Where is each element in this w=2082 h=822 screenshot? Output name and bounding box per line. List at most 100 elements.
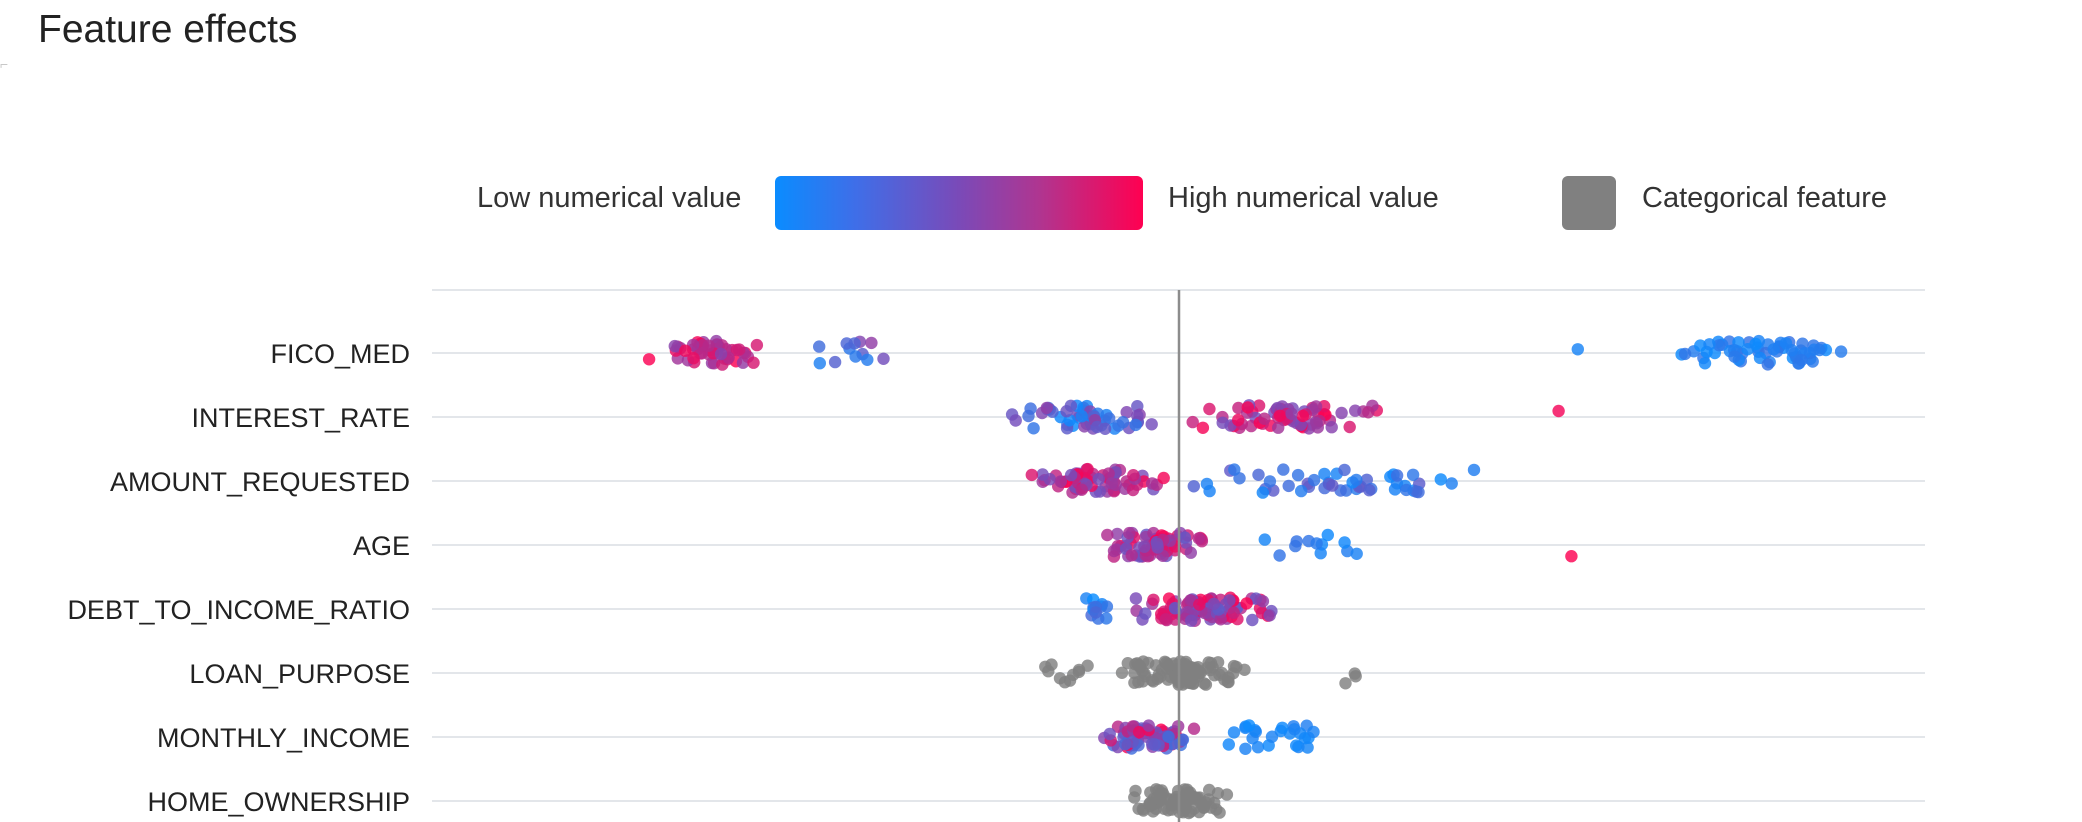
data-point: [1338, 463, 1351, 477]
data-point: [1310, 537, 1323, 550]
data-point: [1136, 802, 1150, 816]
data-point: [1211, 656, 1225, 669]
data-point: [877, 352, 890, 365]
data-point: [1239, 742, 1252, 755]
data-point: [1128, 791, 1141, 804]
data-point: [1400, 483, 1413, 497]
data-point: [1213, 806, 1226, 819]
data-point: [1214, 613, 1227, 626]
data-point: [1309, 400, 1323, 413]
feature-label-loan-purpose: LOAN_PURPOSE: [189, 659, 410, 689]
data-point: [668, 339, 681, 353]
data-point: [1445, 477, 1458, 490]
data-point: [1258, 412, 1271, 425]
data-point: [1290, 739, 1303, 752]
data-point: [1273, 549, 1286, 562]
data-point: [1152, 739, 1165, 752]
legend-high-label: High numerical value: [1168, 182, 1439, 214]
data-point: [1298, 732, 1312, 745]
data-point: [1200, 477, 1214, 491]
legend-categorical-swatch: [1562, 176, 1616, 230]
data-point: [1129, 418, 1142, 432]
data-point: [642, 353, 656, 366]
data-point: [1338, 536, 1351, 549]
data-point: [1089, 606, 1103, 619]
data-point: [1142, 719, 1155, 732]
data-point: [1053, 672, 1067, 685]
data-point: [1571, 343, 1585, 356]
data-point: [1785, 344, 1798, 357]
data-point: [1343, 420, 1356, 434]
data-point: [1111, 527, 1124, 541]
legend-color-gradient: [775, 176, 1143, 230]
data-point: [1203, 783, 1216, 797]
data-point: [1216, 416, 1229, 429]
data-point: [1103, 727, 1116, 741]
data-point: [848, 337, 861, 350]
data-point: [1024, 402, 1037, 415]
data-point: [714, 347, 728, 361]
data-point: [1227, 606, 1240, 619]
data-point: [1406, 468, 1420, 481]
data-point: [813, 357, 826, 370]
data-point: [1310, 417, 1323, 430]
data-point: [1227, 726, 1241, 739]
data-point: [1075, 410, 1089, 423]
data-point: [1064, 468, 1078, 482]
data-point: [1185, 614, 1198, 627]
data-point: [1186, 415, 1199, 429]
data-point: [1335, 406, 1348, 420]
data-point: [1678, 347, 1692, 361]
data-point: [747, 356, 760, 369]
data-point: [1350, 547, 1363, 560]
data-point: [1349, 670, 1362, 683]
data-point: [1363, 484, 1376, 497]
data-point: [1410, 485, 1423, 498]
data-point: [1179, 793, 1193, 806]
data-point: [1187, 722, 1201, 735]
data-point: [1157, 471, 1170, 485]
data-point: [1178, 531, 1192, 544]
data-point: [1326, 479, 1339, 492]
data-point: [1339, 677, 1352, 690]
data-point: [1127, 469, 1140, 482]
data-point: [1159, 656, 1173, 669]
data-point: [1295, 484, 1308, 498]
data-point: [1362, 406, 1375, 419]
data-point: [733, 343, 746, 356]
legend-categorical-label: Categorical feature: [1642, 182, 1888, 214]
data-point: [1307, 473, 1321, 487]
data-point: [1552, 404, 1565, 418]
data-point: [1263, 475, 1277, 488]
data-point: [1232, 413, 1245, 427]
data-point: [1434, 473, 1448, 486]
data-point: [1184, 546, 1198, 559]
data-point: [1025, 468, 1039, 482]
data-point: [696, 339, 709, 352]
data-point: [1120, 406, 1133, 419]
data-point: [1115, 666, 1129, 679]
data-point: [849, 350, 862, 363]
data-point: [861, 353, 874, 366]
data-point: [1728, 350, 1741, 363]
data-point: [1133, 725, 1146, 739]
data-point: [1314, 547, 1327, 560]
data-point: [1272, 421, 1285, 434]
data-point: [1321, 528, 1335, 542]
data-point: [1307, 725, 1320, 739]
data-point: [1081, 462, 1094, 476]
data-point: [1145, 418, 1158, 431]
data-point: [1258, 533, 1272, 546]
data-point: [1276, 721, 1289, 734]
data-point: [1159, 613, 1173, 626]
data-point: [1139, 607, 1152, 620]
data-point: [1256, 486, 1270, 499]
data-point: [1147, 593, 1160, 606]
data-point: [1196, 421, 1210, 434]
data-point: [1698, 357, 1712, 370]
data-point: [1121, 657, 1135, 670]
data-point: [1126, 483, 1140, 497]
data-point: [1138, 540, 1151, 553]
data-point: [1092, 472, 1105, 486]
data-point: [1767, 343, 1780, 356]
